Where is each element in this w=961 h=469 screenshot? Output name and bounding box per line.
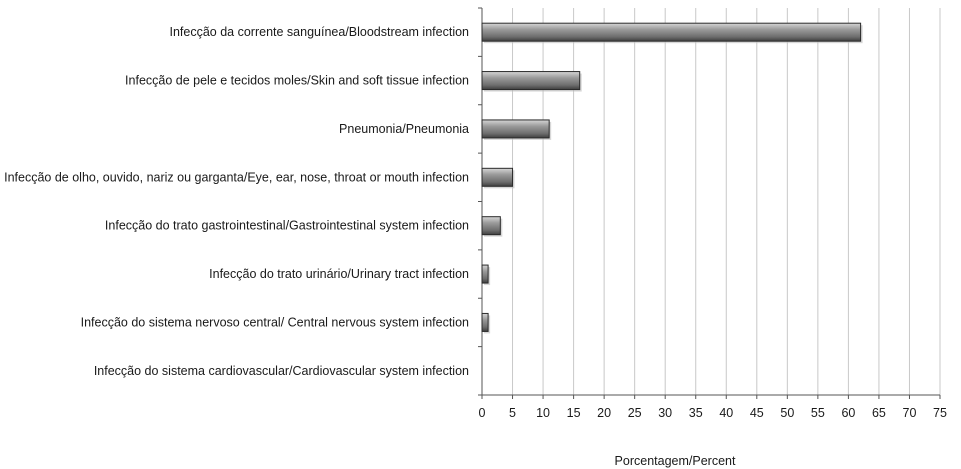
category-label: Pneumonia/Pneumonia — [339, 122, 469, 136]
axes — [478, 7, 941, 399]
bar — [481, 22, 862, 42]
bar — [481, 312, 489, 332]
x-tick-label: 65 — [872, 406, 886, 420]
gridlines — [512, 8, 941, 395]
bars — [481, 22, 863, 334]
category-label: Infecção do sistema cardiovascular/Cardi… — [94, 364, 469, 378]
x-tick-label: 5 — [509, 406, 516, 420]
category-label: Infecção da corrente sanguínea/Bloodstre… — [170, 25, 470, 39]
x-tick-label: 40 — [719, 406, 733, 420]
x-tick-label: 25 — [628, 406, 642, 420]
x-axis-title: Porcentagem/Percent — [615, 454, 736, 468]
bar — [481, 119, 550, 139]
x-tick-label: 50 — [780, 406, 794, 420]
category-label: Infecção do sistema nervoso central/ Cen… — [81, 315, 469, 329]
bar — [481, 167, 514, 187]
x-tick-label: 10 — [536, 406, 550, 420]
x-tick-label: 0 — [479, 406, 486, 420]
x-tick-label: 15 — [567, 406, 581, 420]
bar — [481, 71, 581, 91]
category-label: Infecção do trato gastrointestinal/Gastr… — [105, 219, 469, 233]
x-tick-label: 70 — [903, 406, 917, 420]
x-tick-label: 45 — [750, 406, 764, 420]
category-label: Infecção de olho, ouvido, nariz ou garga… — [4, 170, 469, 184]
x-tick-label: 55 — [811, 406, 825, 420]
x-tick-label: 35 — [689, 406, 703, 420]
category-labels: Infecção da corrente sanguínea/Bloodstre… — [4, 25, 469, 378]
x-tick-label: 60 — [841, 406, 855, 420]
category-label: Infecção de pele e tecidos moles/Skin an… — [125, 74, 469, 88]
x-tick-label: 75 — [933, 406, 947, 420]
category-label: Infecção do trato urinário/Urinary tract… — [209, 267, 469, 281]
x-tick-label: 30 — [658, 406, 672, 420]
x-tick-labels: 0 5 10 15 20 25 30 35 40 45 50 55 60 65 70 75 — [479, 406, 947, 420]
bar — [481, 264, 489, 284]
bar — [481, 216, 501, 236]
x-tick-label: 20 — [597, 406, 611, 420]
